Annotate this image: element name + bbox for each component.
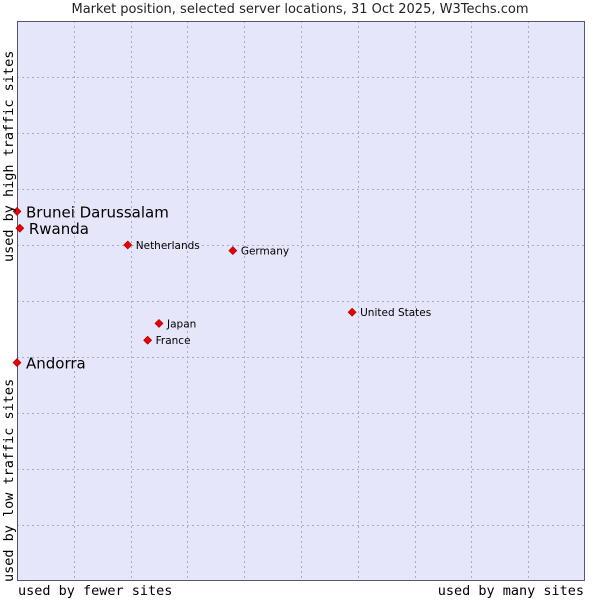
plot-border [17,21,585,581]
x-axis-low-label: used by fewer sites [18,583,173,599]
data-point-label: Andorra [26,355,86,373]
data-point-label: Germany [241,246,289,258]
data-point-label: Netherlands [136,240,200,252]
x-axis-high-label: used by many sites [437,583,584,599]
chart-title: Market position, selected server locatio… [71,2,529,17]
data-point-marker [143,335,153,345]
data-point-marker [12,206,22,216]
data-point-marker [15,223,25,233]
grid-lines [17,21,585,581]
data-point-label: Rwanda [29,220,89,238]
data-point-label: Japan [166,318,196,330]
data-point-label: Brunei Darussalam [26,203,169,221]
data-point-label: United States [360,307,431,319]
y-axis-high-label: used by high traffic sites [1,50,17,262]
data-point-marker [12,358,22,368]
data-point-marker [123,240,133,250]
y-axis-low-label: used by low traffic sites [1,378,17,582]
data-point-marker [228,246,238,256]
data-point-marker [347,307,357,317]
data-point-label: France [156,335,191,347]
data-point-marker [154,318,164,328]
